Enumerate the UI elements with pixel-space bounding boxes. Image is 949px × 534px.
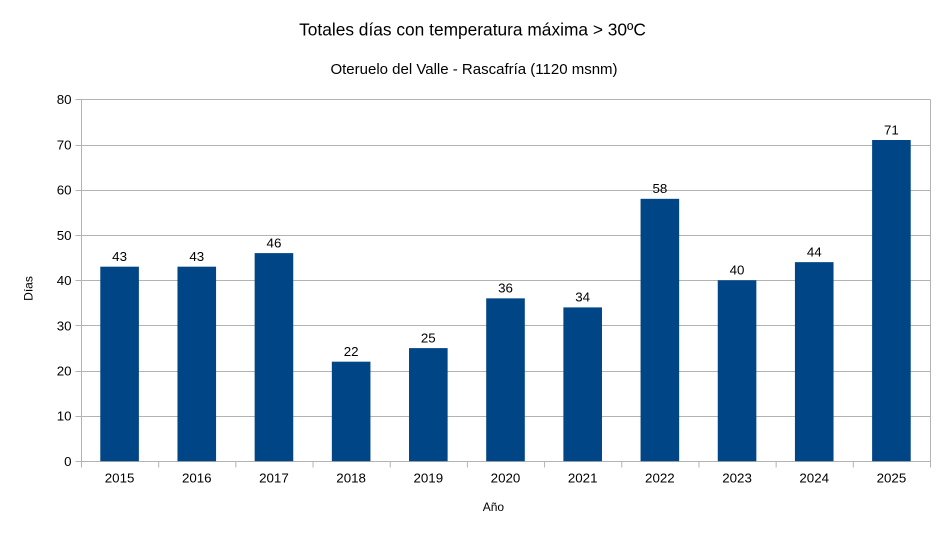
svg-text:2025: 2025 xyxy=(877,471,907,486)
svg-text:44: 44 xyxy=(807,244,822,259)
svg-text:34: 34 xyxy=(575,290,590,305)
svg-text:Días: Días xyxy=(21,276,35,301)
svg-text:2022: 2022 xyxy=(645,471,675,486)
svg-text:Año: Año xyxy=(483,500,505,514)
svg-text:50: 50 xyxy=(57,228,72,243)
svg-text:20: 20 xyxy=(57,364,72,379)
svg-text:0: 0 xyxy=(64,454,71,469)
svg-text:2017: 2017 xyxy=(259,471,289,486)
svg-text:40: 40 xyxy=(57,273,72,288)
svg-text:43: 43 xyxy=(112,249,127,264)
svg-text:2021: 2021 xyxy=(568,471,598,486)
svg-text:2018: 2018 xyxy=(336,471,366,486)
svg-text:2020: 2020 xyxy=(491,471,521,486)
svg-text:80: 80 xyxy=(57,92,72,107)
svg-text:70: 70 xyxy=(57,137,72,152)
svg-text:30: 30 xyxy=(57,318,72,333)
svg-text:2019: 2019 xyxy=(413,471,443,486)
svg-text:71: 71 xyxy=(884,122,899,137)
svg-text:Totales días con temperatura m: Totales días con temperatura máxima > 30… xyxy=(299,20,646,40)
svg-text:43: 43 xyxy=(189,249,204,264)
svg-text:2023: 2023 xyxy=(722,471,752,486)
svg-text:58: 58 xyxy=(652,181,667,196)
svg-text:22: 22 xyxy=(344,344,359,359)
svg-text:2024: 2024 xyxy=(799,471,829,486)
svg-text:46: 46 xyxy=(267,235,282,250)
svg-text:Oteruelo del Valle - Rascafría: Oteruelo del Valle - Rascafría (1120 msn… xyxy=(330,61,617,78)
svg-text:25: 25 xyxy=(421,330,436,345)
svg-text:2016: 2016 xyxy=(182,471,212,486)
svg-text:36: 36 xyxy=(498,281,513,296)
svg-text:40: 40 xyxy=(730,263,745,278)
svg-text:60: 60 xyxy=(57,183,72,198)
svg-text:2015: 2015 xyxy=(105,471,135,486)
svg-text:10: 10 xyxy=(57,409,72,424)
